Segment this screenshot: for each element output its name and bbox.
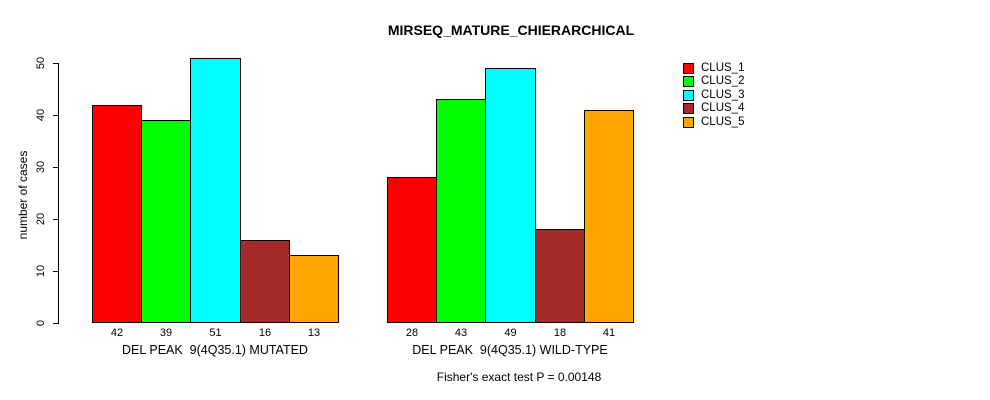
legend-swatch-clus_5: [683, 116, 694, 128]
legend-label: CLUS_3: [701, 88, 745, 101]
bar-clus_2-group2: [436, 99, 486, 323]
y-axis-line: [58, 63, 59, 324]
legend: CLUS_1 CLUS_2 CLUS_3 CLUS_4 CLUS_5: [683, 62, 745, 130]
bar-value-label: 28: [405, 327, 419, 339]
legend-swatch-clus_2: [683, 76, 694, 88]
y-tick: [53, 167, 59, 168]
bar-clus_4-group2: [535, 229, 585, 323]
bar-value-label: 39: [159, 327, 173, 339]
bar-value-label: 16: [258, 327, 272, 339]
bar-value-label: 41: [602, 327, 616, 339]
group-label: DEL PEAK 9(4Q35.1) WILD-TYPE: [412, 343, 608, 357]
legend-label: CLUS_4: [701, 102, 745, 115]
bar-clus_5-group2: [584, 110, 634, 323]
bar-clus_2-group1: [141, 120, 191, 323]
bar-value-label: 42: [110, 327, 124, 339]
legend-item: CLUS_3: [683, 88, 745, 101]
y-tick: [53, 271, 59, 272]
bar-value-label: 18: [553, 327, 567, 339]
bar-value-label: 51: [209, 327, 222, 339]
bar-value-label: 43: [454, 327, 468, 339]
chart-title: MIRSEQ_MATURE_CHIERARCHICAL: [387, 22, 635, 38]
legend-item: CLUS_5: [683, 115, 745, 128]
y-tick: [53, 63, 59, 64]
y-tick: [53, 115, 59, 116]
legend-swatch-clus_4: [683, 103, 694, 115]
bar-clus_3-group1: [190, 58, 241, 323]
bar-clus_1-group2: [387, 177, 437, 323]
legend-item: CLUS_4: [683, 102, 745, 115]
bar-value-label: 49: [504, 327, 517, 339]
legend-swatch-clus_3: [683, 89, 694, 101]
legend-swatch-clus_1: [683, 63, 694, 74]
y-tick: [53, 219, 59, 220]
bar-value-label: 13: [307, 327, 321, 339]
y-tick: [53, 323, 59, 324]
group-label: DEL PEAK 9(4Q35.1) MUTATED: [122, 343, 308, 357]
legend-label: CLUS_2: [701, 75, 745, 88]
legend-label: CLUS_1: [701, 62, 745, 74]
legend-item: CLUS_1: [683, 62, 745, 74]
footnote-text: Fisher's exact test P = 0.00148: [436, 370, 602, 384]
legend-item: CLUS_2: [683, 75, 745, 88]
bar-clus_4-group1: [240, 240, 290, 323]
bar-clus_1-group1: [92, 105, 142, 323]
bar-clus_5-group1: [289, 255, 339, 323]
legend-label: CLUS_5: [701, 115, 745, 128]
bar-clus_3-group2: [485, 68, 536, 323]
